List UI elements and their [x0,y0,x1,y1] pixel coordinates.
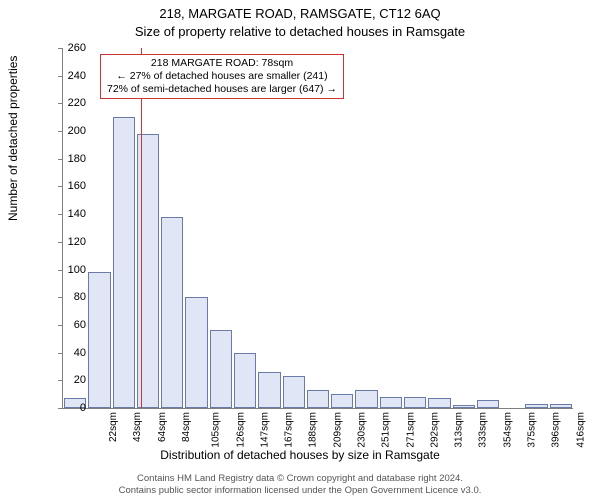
x-tick-label: 396sqm [551,412,562,448]
x-tick-label: 167sqm [284,412,295,448]
page-title-line1: 218, MARGATE ROAD, RAMSGATE, CT12 6AQ [0,6,600,21]
y-tick-label: 160 [46,180,86,192]
x-tick-label: 230sqm [357,412,368,448]
y-tick-label: 20 [46,374,86,386]
x-tick-label: 292sqm [429,412,440,448]
y-tick-label: 120 [46,236,86,248]
annotation-line2: ← 27% of detached houses are smaller (24… [107,70,337,83]
y-tick-label: 240 [46,70,86,82]
bar [453,405,475,408]
x-tick-label: 313sqm [454,412,465,448]
x-tick-label: 333sqm [478,412,489,448]
annotation-line1: 218 MARGATE ROAD: 78sqm [107,57,337,70]
bar [355,390,377,408]
bar [477,400,499,408]
annotation-box: 218 MARGATE ROAD: 78sqm ← 27% of detache… [100,54,344,99]
bar [234,353,256,408]
x-tick-label: 375sqm [527,412,538,448]
bar [283,376,305,408]
bar [380,397,402,408]
annotation-line3: 72% of semi-detached houses are larger (… [107,83,337,96]
footer-line1: Contains HM Land Registry data © Crown c… [137,473,463,484]
bar [88,272,110,408]
page-title-line2: Size of property relative to detached ho… [0,24,600,39]
bar [161,217,183,408]
x-tick-label: 416sqm [575,412,586,448]
y-tick-label: 0 [46,402,86,414]
y-tick-label: 80 [46,291,86,303]
y-tick-label: 140 [46,208,86,220]
bar [185,297,207,408]
x-tick-label: 64sqm [157,412,168,442]
y-tick-label: 220 [46,97,86,109]
y-tick-label: 200 [46,125,86,137]
bar [404,397,426,408]
plot-area [62,48,573,409]
y-tick-label: 260 [46,42,86,54]
y-tick-label: 100 [46,264,86,276]
x-tick-label: 105sqm [211,412,222,448]
x-tick-label: 22sqm [108,412,119,442]
x-tick-label: 188sqm [308,412,319,448]
x-tick-label: 84sqm [181,412,192,442]
footer-line2: Contains public sector information licen… [119,485,482,496]
x-tick-label: 271sqm [405,412,416,448]
x-tick-label: 354sqm [502,412,513,448]
bar [113,117,135,408]
y-tick-label: 40 [46,347,86,359]
x-tick-label: 126sqm [235,412,246,448]
bar [550,404,572,408]
x-axis-label: Distribution of detached houses by size … [0,448,600,462]
x-tick-label: 209sqm [332,412,343,448]
bar [525,404,547,408]
bar [307,390,329,408]
x-tick-label: 43sqm [132,412,143,442]
x-tick-label: 251sqm [381,412,392,448]
bar [331,394,353,408]
bar [428,398,450,408]
y-tick-label: 60 [46,319,86,331]
chart-container: 218, MARGATE ROAD, RAMSGATE, CT12 6AQ Si… [0,0,600,500]
marker-line [141,48,142,408]
footer-attribution: Contains HM Land Registry data © Crown c… [8,473,592,496]
x-tick-label: 147sqm [259,412,270,448]
bar [210,330,232,408]
y-tick-label: 180 [46,153,86,165]
bar [258,372,280,408]
y-axis-label: Number of detached properties [6,56,20,221]
